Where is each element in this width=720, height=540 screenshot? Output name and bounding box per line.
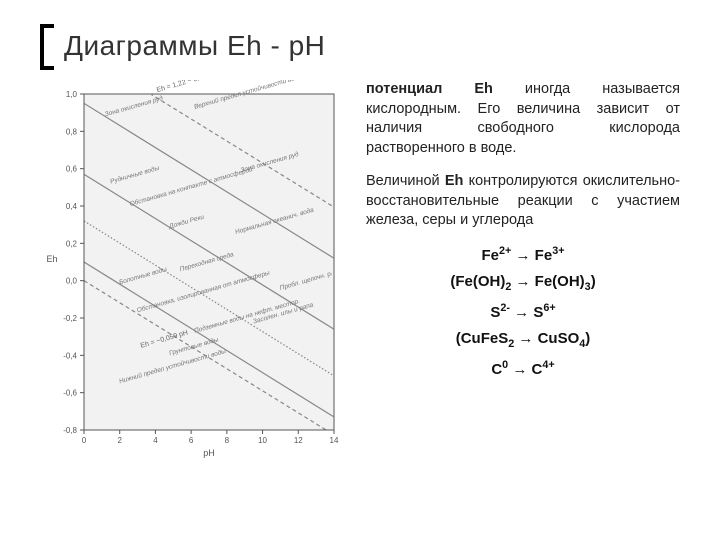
page-title: Диаграммы Eh - pH (64, 30, 680, 62)
svg-text:-0,8: -0,8 (63, 426, 77, 435)
svg-text:6: 6 (189, 436, 194, 445)
reaction-5: C0 → C4+ (366, 359, 680, 378)
svg-text:1,0: 1,0 (66, 90, 78, 99)
svg-text:10: 10 (258, 436, 267, 445)
svg-text:0,4: 0,4 (66, 202, 78, 211)
svg-text:12: 12 (294, 436, 303, 445)
svg-text:-0,4: -0,4 (63, 351, 77, 360)
text: Eh (445, 173, 464, 189)
svg-text:14: 14 (330, 436, 339, 445)
content-row: -0,8 -0,6 -0,4 -0,2 0,0 0,2 0,4 0,6 0,8 1,0 0 2 4 6 8 1… (40, 80, 680, 460)
text: потенциал (366, 81, 474, 97)
text: Величиной (366, 173, 445, 189)
text: Eh (474, 81, 493, 97)
reactions-list: Fe2+ → Fe3+ (Fe(OH)2 → Fe(OH)3) S2- → S6… (366, 245, 680, 378)
paragraph-1: потенциал Eh иногда называется кислородн… (366, 80, 680, 158)
svg-text:0,8: 0,8 (66, 127, 78, 136)
svg-text:2: 2 (117, 436, 122, 445)
svg-text:4: 4 (153, 436, 158, 445)
title-bracket (40, 24, 54, 70)
text-column: потенциал Eh иногда называется кислородн… (366, 80, 680, 460)
svg-text:-0,2: -0,2 (63, 314, 77, 323)
svg-text:Eh: Eh (46, 254, 57, 264)
paragraph-2: Величиной Eh контролируются окислительно… (366, 172, 680, 231)
title-block: Диаграммы Eh - pH (40, 30, 680, 62)
svg-text:-0,6: -0,6 (63, 389, 77, 398)
svg-text:0,0: 0,0 (66, 277, 78, 286)
reaction-1: Fe2+ → Fe3+ (366, 245, 680, 264)
eh-ph-diagram: -0,8 -0,6 -0,4 -0,2 0,0 0,2 0,4 0,6 0,8 1,0 0 2 4 6 8 1… (40, 80, 350, 460)
svg-text:pH: pH (203, 448, 215, 458)
svg-text:0,6: 0,6 (66, 165, 78, 174)
svg-text:Eh = 1,22 − 0,059 pH: Eh = 1,22 − 0,059 pH (156, 80, 222, 94)
svg-text:0: 0 (82, 436, 87, 445)
svg-text:0,2: 0,2 (66, 239, 78, 248)
reaction-3: S2- → S6+ (366, 302, 680, 321)
chart-column: -0,8 -0,6 -0,4 -0,2 0,0 0,2 0,4 0,6 0,8 1,0 0 2 4 6 8 1… (40, 80, 350, 460)
svg-text:8: 8 (225, 436, 230, 445)
reaction-4: (CuFeS2 → CuSO4) (366, 330, 680, 350)
reaction-2: (Fe(OH)2 → Fe(OH)3) (366, 273, 680, 293)
